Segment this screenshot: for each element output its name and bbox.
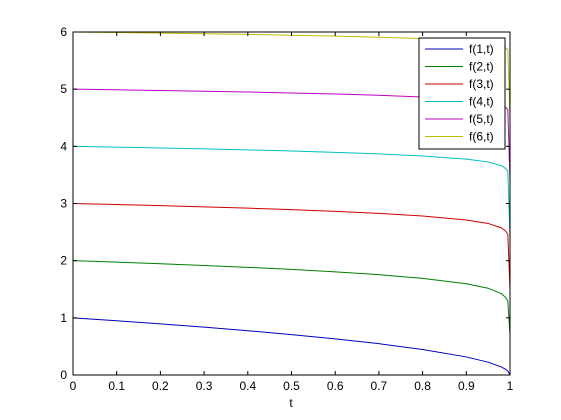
series-line-4 (72, 145, 511, 238)
legend: f(1,t) f(2,t) f(3,t) f(4,t) f(5,t) f(6,t) (418, 37, 506, 150)
y-tick-label: 4 (60, 139, 67, 153)
legend-label-1: f(1,t) (469, 42, 494, 56)
series-line-2 (72, 260, 511, 336)
legend-label-5: f(5,t) (469, 112, 494, 126)
series-line-3 (72, 203, 511, 290)
legend-label-2: f(2,t) (469, 60, 494, 74)
y-tick-label: 5 (60, 82, 67, 96)
x-tick-label: 0.9 (458, 379, 475, 393)
legend-label-6: f(6,t) (469, 130, 494, 144)
y-tick-label: 0 (60, 368, 67, 382)
y-tick-label: 6 (60, 25, 67, 39)
legend-label-4: f(4,t) (469, 95, 494, 109)
y-tick-label: 3 (60, 197, 67, 211)
series-line-1 (72, 317, 511, 376)
legend-label-3: f(3,t) (469, 77, 494, 91)
x-tick-label: 0.5 (283, 379, 300, 393)
x-tick-label: 0.8 (414, 379, 431, 393)
x-tick-label: 1 (507, 379, 514, 393)
y-tick-label: 2 (60, 254, 67, 268)
x-tick-label: 0.6 (327, 379, 344, 393)
x-axis-label: t (289, 396, 293, 410)
x-tick-label: 0 (70, 379, 77, 393)
x-tick-label: 0.3 (196, 379, 213, 393)
ticks-layer (72, 31, 511, 376)
x-tick-label: 0.4 (239, 379, 256, 393)
x-tick-label: 0.1 (108, 379, 125, 393)
x-tick-label: 0.7 (371, 379, 388, 393)
tick-labels-layer: 0 0.1 0.2 0.3 0.4 0.5 0.6 0.7 0.8 0.9 1 0 1 2 3 4 5 6 (60, 25, 513, 393)
legend-box (418, 37, 506, 150)
x-tick-label: 0.2 (152, 379, 169, 393)
y-tick-label: 1 (60, 311, 67, 325)
